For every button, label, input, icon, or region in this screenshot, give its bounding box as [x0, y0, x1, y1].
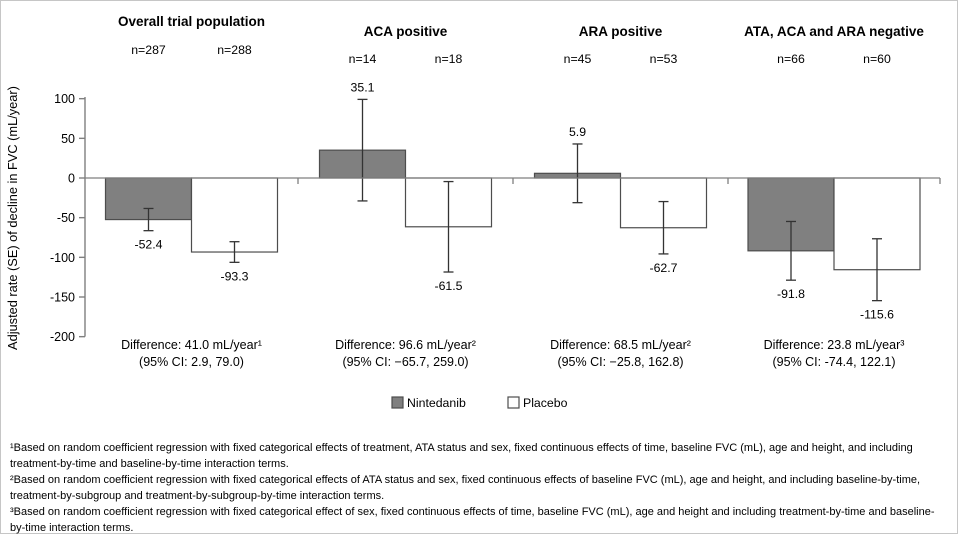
group-title: Overall trial population — [118, 14, 265, 29]
n-label-placebo: n=60 — [863, 52, 891, 66]
legend-swatch-nintedanib — [391, 396, 404, 409]
n-label-placebo: n=288 — [217, 43, 252, 57]
group-title: ATA, ACA and ARA negative — [744, 24, 924, 39]
ci-label: (95% CI: -74.4, 122.1) — [773, 355, 896, 369]
footnote-2: ²Based on random coefficient regression … — [10, 474, 921, 502]
n-label-placebo: n=53 — [650, 52, 678, 66]
footnote-3: ³Based on random coefficient regression … — [10, 506, 935, 534]
y-tick-label: -150 — [50, 291, 75, 305]
n-label-nintedanib: n=45 — [564, 52, 592, 66]
y-axis-title: Adjusted rate (SE) of decline in FVC (mL… — [5, 86, 20, 350]
ci-label: (95% CI: −25.8, 162.8) — [557, 355, 683, 369]
legend-label-nintedanib: Nintedanib — [407, 396, 466, 410]
n-label-nintedanib: n=287 — [131, 43, 166, 57]
difference-label: Difference: 68.5 mL/year² — [550, 338, 691, 352]
value-label: -91.8 — [777, 287, 805, 301]
chart-svg: Overall trial population n=287 -52.4 n=288 -… — [5, 14, 941, 410]
bar-placebo-group1 — [190, 177, 279, 253]
footnote-1: ¹Based on random coefficient regression … — [10, 442, 913, 470]
value-label: -93.3 — [220, 269, 248, 283]
value-label: 35.1 — [351, 80, 375, 94]
y-tick-label: 50 — [61, 132, 75, 146]
footnotes: ¹Based on random coefficient regression … — [10, 440, 948, 536]
y-tick-label: -200 — [50, 330, 75, 344]
y-tick-label: 0 — [68, 172, 75, 186]
chart-area: Overall trial population n=287 -52.4 n=288 -… — [5, 14, 941, 410]
ci-label: (95% CI: 2.9, 79.0) — [139, 355, 244, 369]
value-label: -52.4 — [134, 238, 162, 252]
value-label: -62.7 — [649, 261, 677, 275]
y-tick-label: 100 — [54, 92, 75, 106]
n-label-nintedanib: n=66 — [777, 52, 805, 66]
legend-label-placebo: Placebo — [523, 396, 568, 410]
value-label: -115.6 — [860, 308, 894, 322]
y-tick-label: -100 — [50, 251, 75, 265]
n-label-nintedanib: n=14 — [349, 52, 377, 66]
difference-label: Difference: 23.8 mL/year³ — [764, 338, 905, 352]
difference-label: Difference: 96.6 mL/year² — [335, 338, 476, 352]
legend-swatch-placebo — [507, 396, 520, 409]
y-tick-label: -50 — [57, 211, 75, 225]
difference-label: Difference: 41.0 mL/year¹ — [121, 338, 262, 352]
value-label: -61.5 — [434, 279, 462, 293]
n-label-placebo: n=18 — [435, 52, 463, 66]
group-title: ARA positive — [579, 24, 663, 39]
ci-label: (95% CI: −65.7, 259.0) — [342, 355, 468, 369]
group-title: ACA positive — [364, 24, 448, 39]
value-label: 5.9 — [569, 125, 586, 139]
